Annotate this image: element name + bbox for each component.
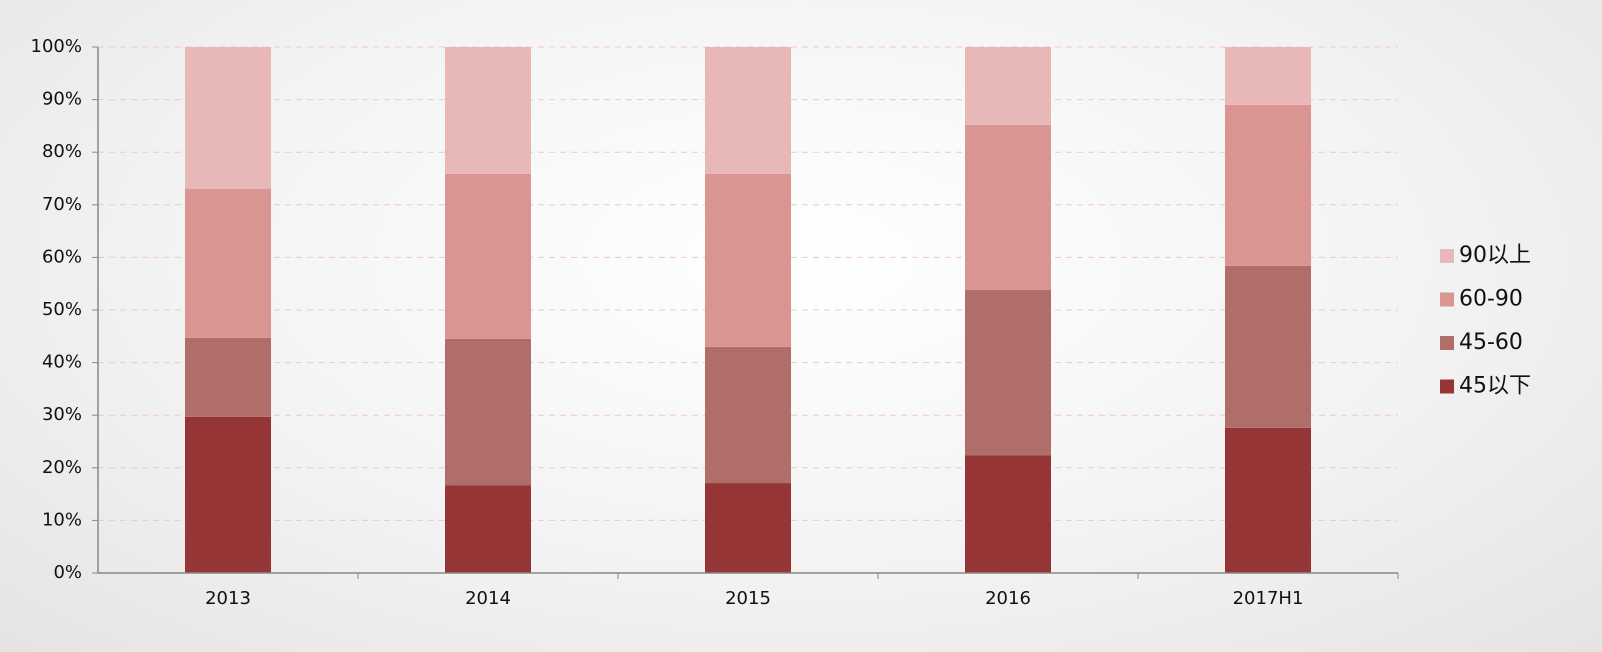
y-tick-label: 40%	[42, 352, 82, 373]
bar-segment	[965, 124, 1051, 291]
legend-label: 60-90	[1459, 287, 1523, 312]
bar-segment	[1225, 265, 1311, 428]
x-tick-label: 2013	[205, 588, 251, 609]
y-tick-label: 50%	[42, 299, 82, 320]
legend-swatch	[1440, 292, 1454, 307]
bar-segment	[445, 47, 531, 174]
bar-segment	[705, 346, 791, 484]
bar-segment	[965, 455, 1051, 573]
legend-label: 45以下	[1459, 374, 1531, 399]
x-tick-label: 2016	[985, 588, 1031, 609]
bar-segment	[705, 483, 791, 573]
bar-segment	[185, 189, 271, 338]
bar-segment	[965, 47, 1051, 125]
bar-segment	[185, 337, 271, 417]
bar-segment	[705, 173, 791, 347]
y-tick-label: 80%	[42, 141, 82, 162]
x-tick-label: 2017H1	[1233, 588, 1304, 609]
y-tick-label: 10%	[42, 509, 82, 530]
y-tick-label: 20%	[42, 457, 82, 478]
bar-segment	[1225, 47, 1311, 105]
bar-segment	[1225, 427, 1311, 573]
x-tick-label: 2015	[725, 588, 771, 609]
y-tick-label: 60%	[42, 246, 82, 267]
bar-segment	[185, 416, 271, 573]
bar-segment	[445, 173, 531, 339]
x-tick-label: 2014	[465, 588, 511, 609]
y-tick-label: 100%	[31, 36, 82, 57]
y-tick-label: 70%	[42, 194, 82, 215]
bar-segment	[445, 338, 531, 486]
legend-label: 90以上	[1459, 243, 1531, 268]
legend-swatch	[1440, 336, 1454, 350]
bar-segment	[445, 485, 531, 573]
legend-swatch	[1440, 249, 1454, 263]
legend-swatch	[1440, 379, 1454, 394]
legend-label: 45-60	[1459, 330, 1523, 355]
bar-segment	[185, 47, 271, 190]
y-tick-label: 30%	[42, 404, 82, 425]
y-tick-label: 90%	[42, 89, 82, 110]
bar-segment	[965, 290, 1051, 456]
bar-segment	[705, 47, 791, 174]
bar-segment	[1225, 104, 1311, 266]
y-tick-label: 0%	[53, 562, 82, 583]
